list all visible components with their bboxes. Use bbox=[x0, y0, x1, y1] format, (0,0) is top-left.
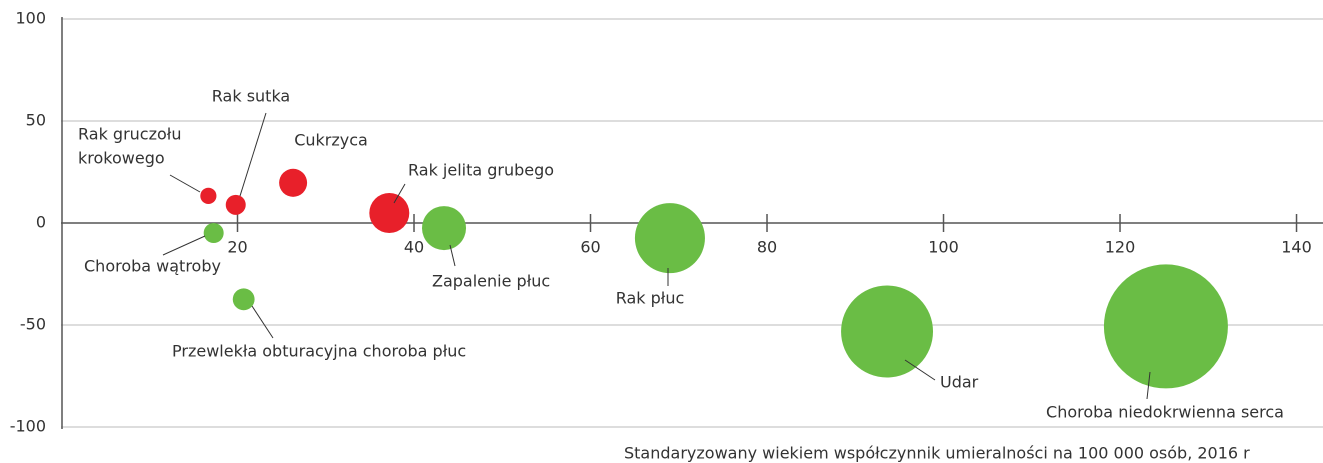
point-label: Udar bbox=[940, 373, 979, 392]
bubble bbox=[841, 285, 934, 378]
point-label: Rak sutka bbox=[212, 87, 290, 106]
bubble bbox=[422, 206, 467, 251]
leader-line bbox=[251, 305, 274, 339]
bubble bbox=[232, 288, 255, 311]
leader-line bbox=[1146, 371, 1151, 400]
bubble bbox=[203, 222, 224, 243]
bubble bbox=[225, 194, 246, 215]
x-tick-label: 40 bbox=[404, 238, 424, 257]
leader-line bbox=[239, 112, 267, 197]
x-tick-label: 100 bbox=[928, 238, 959, 257]
point-label: Rak płuc bbox=[616, 289, 685, 308]
point-label: Cukrzyca bbox=[294, 131, 368, 150]
point-label: Rak jelita grubego bbox=[408, 161, 554, 180]
y-tick-label: -50 bbox=[20, 315, 46, 334]
leader-line bbox=[169, 174, 201, 193]
point-label: Rak gruczołu bbox=[78, 125, 181, 144]
bubble bbox=[200, 187, 217, 204]
bubble bbox=[369, 193, 410, 233]
y-tick-label: 50 bbox=[26, 111, 46, 130]
leader-line bbox=[449, 244, 456, 267]
y-tick-label: 0 bbox=[36, 213, 46, 232]
y-tick-label: -100 bbox=[10, 417, 46, 436]
point-label: Choroba niedokrwienna serca bbox=[1046, 403, 1284, 422]
x-tick-label: 140 bbox=[1281, 238, 1312, 257]
point-label: Choroba wątroby bbox=[84, 257, 221, 276]
x-tick-label: 120 bbox=[1105, 238, 1136, 257]
x-tick-label: 20 bbox=[227, 238, 247, 257]
point-label: Zapalenie płuc bbox=[432, 272, 550, 291]
x-tick-label: 60 bbox=[580, 238, 600, 257]
bubble bbox=[634, 203, 705, 274]
x-axis-label: Standaryzowany wiekiem współczynnik umie… bbox=[624, 444, 1250, 463]
x-tick-label: 80 bbox=[757, 238, 777, 257]
leader-line bbox=[904, 359, 936, 381]
point-label: Przewlekła obturacyjna choroba płuc bbox=[172, 342, 466, 361]
y-tick-label: 100 bbox=[15, 9, 46, 28]
leader-line bbox=[393, 183, 406, 204]
point-label: krokowego bbox=[78, 149, 165, 168]
bubble bbox=[279, 168, 308, 197]
bubble bbox=[1103, 264, 1228, 389]
leader-line bbox=[162, 235, 206, 256]
